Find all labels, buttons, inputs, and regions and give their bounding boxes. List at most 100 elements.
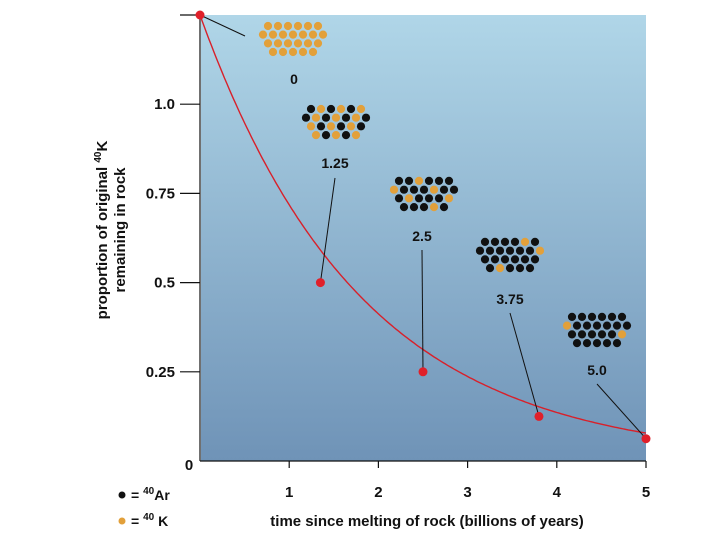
k40-atom [311,113,321,122]
k40-atom [414,176,424,185]
plot-background [201,15,646,461]
legend-ar-text: = 40Ar [131,486,170,503]
k40-atom [313,21,323,31]
x-origin-label: 0 [185,457,193,474]
k40-atom [303,21,313,31]
ar40-atom [587,312,597,321]
ar40-atom [607,330,617,339]
k40-atom [311,131,321,140]
ar40-atom [394,194,404,203]
x-tick-label-1: 2 [374,484,382,501]
k40-atom [298,30,308,39]
k40-atom [273,39,283,48]
ar40-atom [572,321,582,330]
k40-atom [288,47,298,57]
ar40-atom [572,339,582,348]
ar40-atom [515,264,525,273]
k40-atom [316,104,326,114]
k40-atom [389,185,399,194]
ar40-atom [485,264,495,273]
ar40-atom [480,237,490,246]
x-axis-title: time since melting of rock (billions of … [270,513,583,530]
k40-atom [444,194,454,203]
ar40-atom [505,264,515,273]
k40-atom [351,113,361,122]
ar40-atom [434,194,444,203]
data-point-4 [641,434,651,444]
cluster-3 [475,237,545,273]
cluster-4 [562,312,632,348]
ar40-atom [607,312,617,321]
k40-atom [404,194,414,203]
y-axis-title-prefix: proportion of original [94,163,111,320]
k40-atom [429,185,439,194]
k40-atom [326,122,336,131]
ar40-atom [582,321,592,330]
k40-atom [268,47,278,57]
ar40-atom [597,312,607,321]
ar40-atom [356,122,366,131]
ar40-atom [525,246,535,255]
k40-atom [293,21,303,31]
k40-atom [298,47,308,57]
k40-atom [268,30,278,39]
ar40-atom [597,330,607,339]
ar40-atom [409,203,419,212]
ar40-atom [404,176,414,185]
ar40-atom [582,339,592,348]
ar40-atom [515,246,525,255]
y-tick-label-1: 0.75 [146,185,175,202]
cluster-label-4: 5.0 [587,362,607,378]
k40-atom [306,122,316,131]
ar40-atom [587,330,597,339]
ar40-atom [510,237,520,246]
data-point-3 [534,411,544,421]
cluster-label-2: 2.5 [412,228,432,244]
ar40-atom [341,113,351,122]
ar40-atom [567,330,577,339]
ar40-atom [622,321,632,330]
k40-atom [346,122,356,131]
ar40-atom [449,185,459,194]
ar40-atom [419,185,429,194]
ar40-atom [530,255,540,264]
legend-k-text: = 40 K [131,512,168,529]
data-point-0 [195,10,205,20]
ar40-atom [612,339,622,348]
x-ticks: 1 2 3 4 5 [285,461,650,501]
ar40-atom [577,312,587,321]
leader-line-3 [509,312,540,417]
ar40-atom [394,176,404,185]
k40-atom [313,39,323,48]
y-axis-title-suffix: K [94,141,111,152]
ar40-atom [336,122,346,131]
k40-atom [336,104,346,114]
ar40-atom [306,104,316,114]
k40-atom [263,21,273,31]
ar40-atom [525,264,535,273]
k40-atom [303,39,313,48]
k40-atom [258,30,268,39]
legend-ar-prefix: = [131,487,143,503]
leader-line-4 [596,383,647,440]
ar40-atom [577,330,587,339]
k40-atom [331,113,341,122]
ar40-atom [439,185,449,194]
leader-line-2 [421,249,424,372]
ar40-atom [301,113,311,122]
k40-atom [495,264,505,273]
legend: = 40Ar = 40 K [118,486,170,529]
x-tick-label-2: 3 [463,484,471,501]
ar40-atom [495,246,505,255]
ar40-atom [346,104,356,114]
k40-atom [520,237,530,246]
k40-atom [429,203,439,212]
ar40-atom [414,194,424,203]
data-points [195,10,651,444]
ar40-atom [500,255,510,264]
k40-atom [562,321,572,330]
k40-atom [617,330,627,339]
ar40-atom [617,312,627,321]
cluster-label-3: 3.75 [496,291,523,307]
